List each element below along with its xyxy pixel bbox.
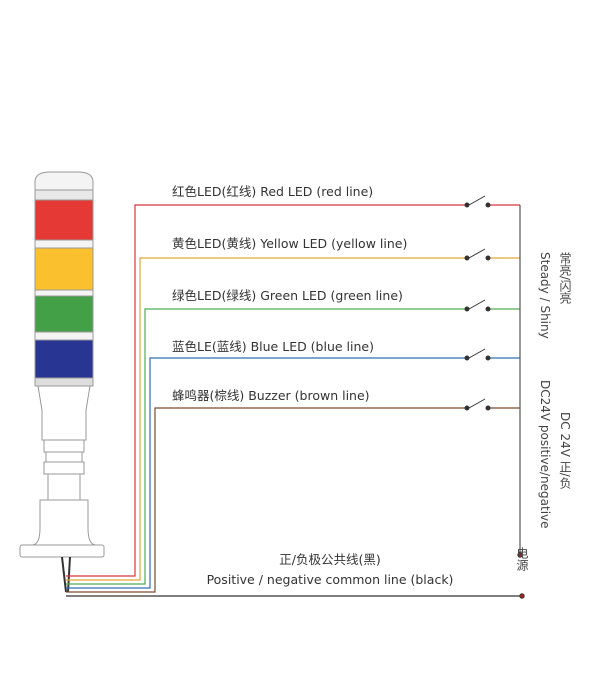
wire-label: 蓝色LE(蓝线) Blue LED (blue line) bbox=[172, 339, 374, 354]
shape bbox=[468, 248, 486, 259]
shape bbox=[485, 306, 491, 312]
shape bbox=[45, 451, 83, 463]
supply-zh: DC 24V 正/负 bbox=[558, 412, 572, 489]
tower-light bbox=[19, 171, 105, 593]
shape bbox=[485, 255, 491, 261]
shape bbox=[43, 439, 85, 453]
shape bbox=[464, 202, 470, 208]
shape bbox=[468, 299, 486, 310]
shape bbox=[19, 544, 105, 558]
shape bbox=[34, 199, 94, 241]
wire bbox=[66, 357, 520, 589]
shape bbox=[468, 398, 486, 409]
shape bbox=[464, 405, 470, 411]
wire-label: 红色LED(红线) Red LED (red line) bbox=[172, 184, 373, 199]
shape bbox=[34, 339, 94, 379]
shape bbox=[517, 552, 523, 558]
switches bbox=[464, 195, 525, 599]
shape bbox=[34, 239, 94, 249]
wire bbox=[66, 257, 520, 581]
shape bbox=[34, 295, 94, 333]
common-line-en: Positive / negative common line (black) bbox=[207, 572, 454, 587]
mode-zh: 常亮/闪亮 bbox=[558, 252, 572, 304]
shape bbox=[47, 473, 81, 501]
mode-en: Steady / Shiny bbox=[538, 252, 552, 339]
shape bbox=[464, 306, 470, 312]
shape bbox=[61, 556, 71, 593]
shape bbox=[519, 593, 525, 599]
shape bbox=[485, 405, 491, 411]
shape bbox=[468, 195, 486, 206]
shape bbox=[468, 348, 486, 359]
supply-en: DC24V positive/negative bbox=[538, 380, 552, 529]
shape bbox=[34, 377, 94, 387]
wire-label: 黄色LED(黄线) Yellow LED (yellow line) bbox=[172, 236, 407, 251]
wire bbox=[66, 407, 520, 593]
wire-label: 蜂鸣器(棕线) Buzzer (brown line) bbox=[172, 388, 370, 403]
wire-label: 绿色LED(绿线) Green LED (green line) bbox=[172, 288, 403, 303]
shape bbox=[485, 202, 491, 208]
shape bbox=[31, 499, 97, 546]
wire bbox=[66, 308, 520, 585]
shape bbox=[464, 255, 470, 261]
power-label: 电源 bbox=[515, 547, 529, 572]
shape bbox=[34, 247, 94, 291]
shape bbox=[43, 461, 85, 475]
common-line-zh: 正/负极公共线(黑) bbox=[279, 552, 380, 567]
shape bbox=[34, 289, 94, 297]
shape bbox=[37, 385, 91, 441]
wire bbox=[66, 204, 520, 577]
shape bbox=[34, 189, 94, 201]
shape bbox=[485, 355, 491, 361]
shape bbox=[34, 331, 94, 341]
shape bbox=[464, 355, 470, 361]
